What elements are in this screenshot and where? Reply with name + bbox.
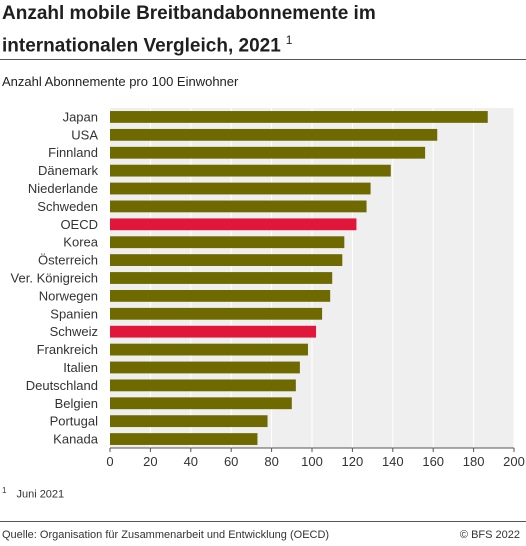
- chart-title-text: Anzahl mobile Breitbandabonnemente im in…: [2, 3, 376, 57]
- bar-schweden: [110, 200, 367, 213]
- title-footnote-mark: 1: [285, 33, 293, 47]
- top-divider: [0, 59, 526, 60]
- chart-subtitle: Anzahl Abonnemente pro 100 Einwohner: [2, 74, 239, 89]
- category-label: Finnland: [48, 145, 98, 160]
- bar-usa: [110, 128, 438, 141]
- footnote: 1 Juni 2021: [2, 486, 64, 501]
- category-label: Ver. Königreich: [11, 271, 98, 286]
- x-tick-label: 140: [382, 454, 404, 469]
- x-tick-label: 40: [184, 454, 198, 469]
- bar-chart: 0 20 40 60 80 100 120 140 160 180 200 Japan USA Finnl…: [11, 108, 525, 469]
- footnote-text: Juni 2021: [16, 488, 65, 501]
- x-tick-label: 100: [301, 454, 323, 469]
- category-label: Frankreich: [37, 342, 98, 357]
- x-tick-label: 160: [422, 454, 444, 469]
- x-tick-label: 120: [342, 454, 364, 469]
- category-label: Norwegen: [39, 288, 98, 303]
- category-label: Deutschland: [26, 378, 98, 393]
- bar-italien: [110, 361, 300, 374]
- bar-österreich: [110, 254, 343, 267]
- x-tick-label: 80: [264, 454, 278, 469]
- category-label: Italien: [63, 360, 98, 375]
- bar-portugal: [110, 415, 268, 428]
- chart-title: Anzahl mobile Breitbandabonnemente im in…: [2, 0, 517, 59]
- category-label: Portugal: [50, 414, 99, 429]
- bar-ver-königreich: [110, 272, 333, 284]
- bar-niederlande: [110, 182, 371, 195]
- bar-kanada: [110, 433, 258, 445]
- x-tick-label: 200: [503, 454, 525, 469]
- bar-frankreich: [110, 343, 308, 356]
- bar-norwegen: [110, 289, 331, 302]
- bar-schweiz: [110, 325, 317, 338]
- source-note: Quelle: Organisation für Zusammenarbeit …: [2, 529, 330, 541]
- x-tick-label: 180: [463, 454, 485, 469]
- bar-finnland: [110, 146, 426, 159]
- category-label: Kanada: [53, 432, 99, 447]
- x-tick-label: 0: [106, 454, 113, 469]
- category-label: USA: [71, 127, 98, 142]
- bar-dänemark: [110, 164, 391, 177]
- category-label: Spanien: [50, 306, 98, 321]
- bar-korea: [110, 236, 345, 249]
- category-label: OECD: [60, 217, 98, 232]
- x-tick-label: 20: [143, 454, 157, 469]
- bottom-divider: [0, 521, 526, 522]
- category-label: Schweden: [37, 199, 98, 214]
- bar-deutschland: [110, 379, 296, 392]
- bar-oecd: [110, 218, 357, 231]
- copyright: © BFS 2022: [459, 529, 520, 541]
- bar-spanien: [110, 307, 323, 320]
- footnote-mark: 1: [2, 486, 7, 495]
- category-label: Korea: [63, 235, 98, 250]
- x-tick-label: 60: [224, 454, 238, 469]
- category-label: Schweiz: [50, 324, 98, 339]
- category-label: Dänemark: [38, 163, 98, 178]
- category-label: Belgien: [55, 396, 98, 411]
- category-label: Niederlande: [28, 181, 98, 196]
- category-label: Japan: [63, 109, 98, 124]
- category-label: Österreich: [38, 253, 98, 268]
- bar-belgien: [110, 397, 292, 410]
- bar-japan: [110, 111, 488, 123]
